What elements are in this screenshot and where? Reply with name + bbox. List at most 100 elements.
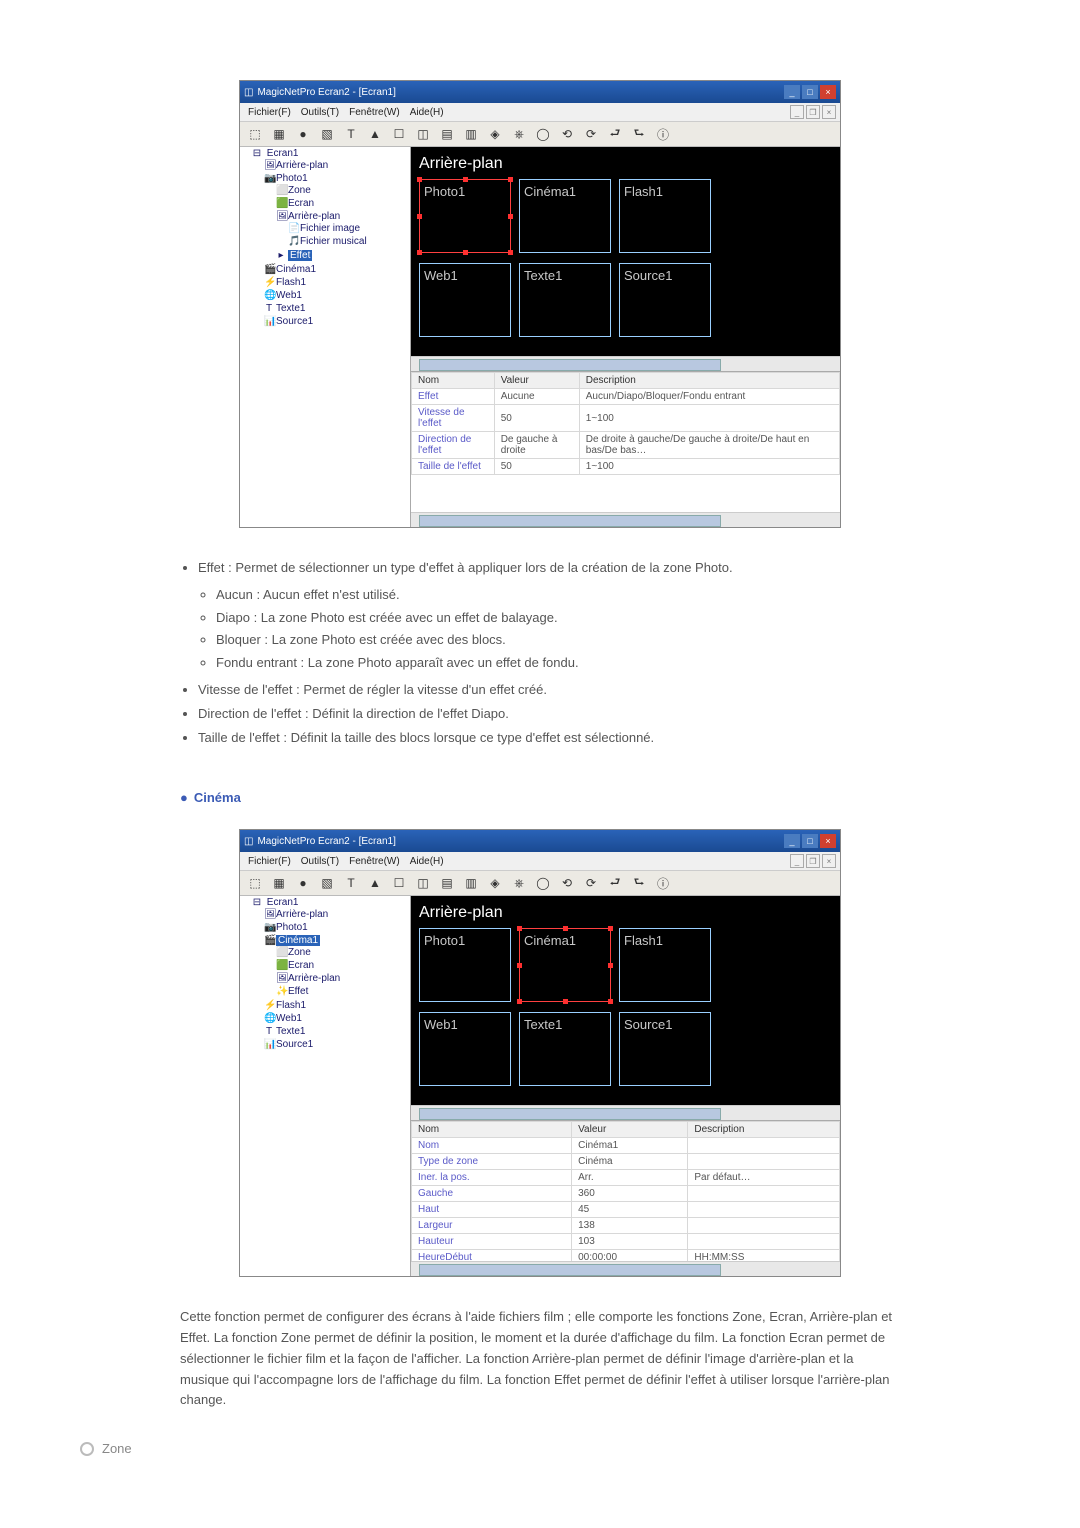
table-row[interactable]: Haut45 [412,1202,840,1218]
toolbar-button[interactable]: ▦ [270,874,288,892]
tree-item[interactable]: 🌐Web1 [264,289,410,302]
canvas-zone[interactable]: Web1 [419,1012,511,1086]
tree-item[interactable]: 🖼Arrière-plan [264,159,410,172]
tree-item[interactable]: ⚡Flash1 [264,276,410,289]
tree-item[interactable]: 🌐Web1 [264,1012,410,1025]
tree-item[interactable]: 🎬Cinéma1 [264,263,410,276]
tree-item[interactable]: 🖼Arrière-plan📄Fichier image🎵Fichier musi… [276,210,410,249]
resize-handle[interactable] [417,214,422,219]
resize-handle[interactable] [608,963,613,968]
tree-item[interactable]: 📊Source1 [264,315,410,328]
resize-handle[interactable] [517,963,522,968]
toolbar-button[interactable]: ▦ [270,125,288,143]
toolbar-button[interactable]: T [342,874,360,892]
tree-root[interactable]: ⊟ Ecran1🖼Arrière-plan📷Photo1🎬Cinéma1⬜Zon… [252,896,410,1052]
resize-handle[interactable] [608,999,613,1004]
resize-handle[interactable] [417,177,422,182]
toolbar-button[interactable]: ◯ [534,874,552,892]
toolbar-button[interactable]: ▤ [438,874,456,892]
canvas-zone[interactable]: Web1 [419,263,511,337]
toolbar-button[interactable]: ⮑ [630,874,648,892]
toolbar-button[interactable]: ⮑ [630,125,648,143]
tree-item[interactable]: 📷Photo1⬜Zone🟩Ecran🖼Arrière-plan📄Fichier … [264,172,410,263]
resize-handle[interactable] [508,177,513,182]
tree-item[interactable]: 📊Source1 [264,1038,410,1051]
mdi-close-icon[interactable]: × [822,854,836,868]
canvas-zone[interactable]: Photo1 [419,179,511,253]
tree-item[interactable]: TTexte1 [264,302,410,315]
menu-item[interactable]: Fichier(F) [248,856,291,867]
table-row[interactable]: Hauteur103 [412,1234,840,1250]
toolbar-button[interactable]: ☐ [390,125,408,143]
tree-item[interactable]: ⬜Zone [276,184,410,197]
toolbar-button[interactable]: ▧ [318,125,336,143]
toolbar-button[interactable]: ◯ [534,125,552,143]
resize-handle[interactable] [563,926,568,931]
toolbar-button[interactable]: ⎈ [510,125,528,143]
resize-handle[interactable] [463,177,468,182]
menu-item[interactable]: Aide(H) [410,107,444,118]
h-scrollbar[interactable] [411,1105,840,1120]
menu-item[interactable]: Fenêtre(W) [349,107,400,118]
table-row[interactable]: EffetAucuneAucun/Diapo/Bloquer/Fondu ent… [412,389,840,405]
close-icon[interactable]: × [820,834,836,848]
toolbar-button[interactable]: ● [294,874,312,892]
minimize-icon[interactable]: _ [784,834,800,848]
tree-item[interactable]: TTexte1 [264,1025,410,1038]
toolbar-button[interactable]: ⬚ [246,874,264,892]
tree-item[interactable]: ⚡Flash1 [264,999,410,1012]
canvas-zone[interactable]: Texte1 [519,1012,611,1086]
toolbar-button[interactable]: ⟳ [582,874,600,892]
toolbar-button[interactable]: ◈ [486,125,504,143]
canvas-zone[interactable]: Cinéma1 [519,928,611,1002]
mdi-min-icon[interactable]: _ [790,854,804,868]
canvas-zone[interactable]: Flash1 [619,928,711,1002]
tree-item[interactable]: ⬜Zone [276,946,410,959]
canvas-zone[interactable]: Flash1 [619,179,711,253]
toolbar-button[interactable]: ▲ [366,874,384,892]
toolbar-button[interactable]: T [342,125,360,143]
h-scrollbar[interactable] [411,1261,840,1276]
h-scrollbar[interactable] [411,512,840,527]
tree-item[interactable]: 🖼Arrière-plan [264,908,410,921]
mdi-min-icon[interactable]: _ [790,105,804,119]
table-row[interactable]: Type de zoneCinéma [412,1154,840,1170]
h-scrollbar[interactable] [411,356,840,371]
maximize-icon[interactable]: □ [802,834,818,848]
menu-item[interactable]: Fenêtre(W) [349,856,400,867]
resize-handle[interactable] [517,999,522,1004]
resize-handle[interactable] [417,250,422,255]
toolbar-button[interactable]: ◈ [486,874,504,892]
canvas-zone[interactable]: Cinéma1 [519,179,611,253]
table-row[interactable]: Direction de l'effetDe gauche à droiteDe… [412,432,840,459]
toolbar-button[interactable]: ▥ [462,874,480,892]
tree-item[interactable]: 📄Fichier image [288,222,410,235]
mdi-close-icon[interactable]: × [822,105,836,119]
toolbar-button[interactable]: ◫ [414,125,432,143]
tree-item[interactable]: ✨Effet [276,985,410,998]
toolbar-button[interactable]: ◫ [414,874,432,892]
toolbar-button[interactable]: ⬚ [246,125,264,143]
menu-item[interactable]: Outils(T) [301,107,339,118]
tree-item[interactable]: 🎵Fichier musical [288,235,410,248]
tree-item[interactable]: ▸Effet [276,249,410,262]
canvas-zone[interactable]: Source1 [619,263,711,337]
resize-handle[interactable] [608,926,613,931]
toolbar-button[interactable]: ▤ [438,125,456,143]
toolbar-button[interactable]: ● [294,125,312,143]
resize-handle[interactable] [463,250,468,255]
tree-item[interactable]: 📷Photo1 [264,921,410,934]
table-row[interactable]: HeureDébut00:00:00HH:MM:SS [412,1250,840,1262]
menu-item[interactable]: Fichier(F) [248,107,291,118]
toolbar-button[interactable]: ⮐ [606,125,624,143]
canvas-zone[interactable]: Source1 [619,1012,711,1086]
toolbar-button[interactable]: ☐ [390,874,408,892]
toolbar-button[interactable]: ⎈ [510,874,528,892]
menu-item[interactable]: Aide(H) [410,856,444,867]
close-icon[interactable]: × [820,85,836,99]
tree-item[interactable]: 🖼Arrière-plan [276,972,410,985]
tree-item[interactable]: 🎬Cinéma1⬜Zone🟩Ecran🖼Arrière-plan✨Effet [264,934,410,999]
canvas-zone[interactable]: Texte1 [519,263,611,337]
canvas-zone[interactable]: Photo1 [419,928,511,1002]
table-row[interactable]: Vitesse de l'effet501~100 [412,405,840,432]
